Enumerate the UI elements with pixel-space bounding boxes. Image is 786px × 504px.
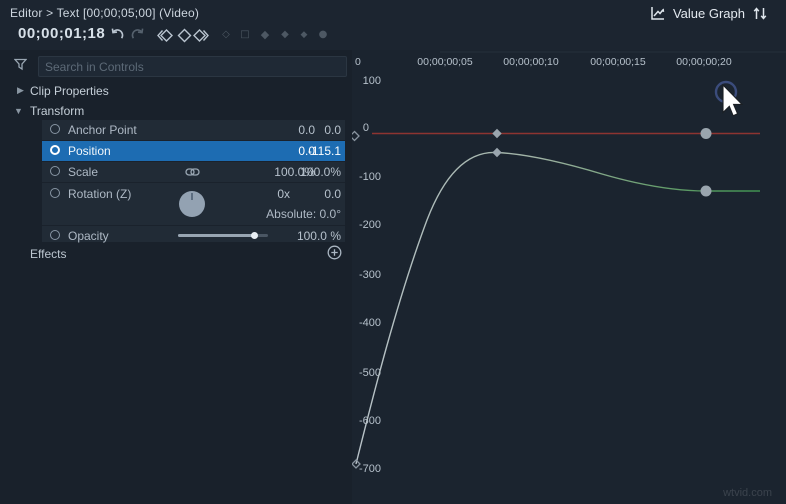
filter-icon[interactable] <box>14 58 27 71</box>
rotation-degrees-value[interactable]: 0.0 <box>324 187 341 201</box>
graph-canvas[interactable] <box>352 50 786 504</box>
section-label: Effects <box>30 247 67 261</box>
interp-square-icon[interactable]: □ <box>240 29 250 40</box>
rotation-absolute-value: Absolute: 0.0° <box>266 207 341 221</box>
current-timecode[interactable]: 00;00;01;18 <box>18 25 106 42</box>
property-label: Rotation (Z) <box>68 187 132 201</box>
redo-button[interactable] <box>129 26 147 44</box>
opacity-value[interactable]: 100.0 % <box>296 229 341 243</box>
rotation-turns-value[interactable]: 0x <box>277 187 290 201</box>
keyframe-toggle-icon[interactable] <box>50 230 60 240</box>
keyframe-circle-y2[interactable] <box>700 185 712 197</box>
position-x-value[interactable]: 0.0 <box>298 144 315 158</box>
value-tick: 100 <box>362 75 381 87</box>
keyframe-circle-x2[interactable] <box>700 128 712 139</box>
property-label: Scale <box>68 165 99 179</box>
keyframe-toggle-icon[interactable] <box>50 124 60 134</box>
opacity-slider[interactable] <box>178 232 268 239</box>
time-tick: 00;00;00;10 <box>503 56 559 68</box>
controls-panel: ▶ Clip Properties ▼ Transform Anchor Poi… <box>0 50 352 504</box>
curve-position-y <box>355 151 760 465</box>
value-graph-icon <box>651 7 665 20</box>
keyframe-toggle-icon[interactable] <box>50 188 60 198</box>
value-tick: -600 <box>358 415 381 427</box>
anchor-y-value[interactable]: 0.0 <box>324 123 341 137</box>
value-tick: -500 <box>358 367 381 379</box>
value-tick: -200 <box>358 219 381 231</box>
swap-vertical-icon[interactable] <box>752 5 768 22</box>
interp-filled-diamond-icon[interactable]: ◆ <box>260 28 270 41</box>
time-tick: 0 <box>355 56 361 68</box>
row-anchor-point[interactable]: Anchor Point 0.0 0.0 <box>42 120 345 141</box>
keyframe-toggle-icon[interactable] <box>50 145 60 155</box>
value-tick: -300 <box>358 269 381 281</box>
keyframe-diamond-x1[interactable] <box>492 128 502 139</box>
value-graph-toggle[interactable]: Value Graph <box>649 5 768 22</box>
next-keyframe-button[interactable] <box>193 26 211 44</box>
keyframe-hollow-diamond-x0[interactable] <box>352 130 360 142</box>
keyframe-toggle-icon[interactable] <box>50 166 60 176</box>
time-tick: 00;00;00;20 <box>676 56 732 68</box>
value-tick: 0 <box>362 122 369 134</box>
keyframe-diamond-y1[interactable] <box>492 147 502 158</box>
search-input[interactable] <box>38 56 347 77</box>
row-rotation[interactable]: Rotation (Z) 0x 0.0 Absolute: 0.0° <box>42 183 345 226</box>
transform-rows: Anchor Point 0.0 0.0 Position 0.0 -115.1… <box>42 120 345 243</box>
interp-diamond-icon[interactable]: ◇ <box>222 29 230 40</box>
add-keyframe-button[interactable] <box>175 26 193 44</box>
value-tick: -700 <box>358 463 381 475</box>
position-y-value[interactable]: -115.1 <box>307 144 341 158</box>
interp-diamond-tiny-icon[interactable]: ◆ <box>300 30 308 40</box>
previous-keyframe-button[interactable] <box>155 26 173 44</box>
time-tick: 00;00;00;15 <box>590 56 646 68</box>
keyframe-hollow-diamond-y0[interactable] <box>352 459 361 469</box>
anchor-x-value[interactable]: 0.0 <box>298 123 315 137</box>
property-label: Opacity <box>68 229 109 243</box>
value-graph-panel[interactable]: 0 00;00;00;05 00;00;00;10 00;00;00;15 00… <box>352 50 786 504</box>
value-tick: -100 <box>358 171 381 183</box>
breadcrumb[interactable]: Editor > Text [00;00;05;00] (Video) <box>10 6 200 20</box>
section-label: Clip Properties <box>30 84 109 98</box>
watermark: wtvid.com <box>723 487 772 499</box>
undo-button[interactable] <box>108 26 126 44</box>
add-effect-button[interactable] <box>327 245 342 260</box>
top-bar: Editor > Text [00;00;05;00] (Video) Valu… <box>0 0 786 50</box>
row-position-selected[interactable]: Position 0.0 -115.1 <box>42 141 345 162</box>
interp-diamond-small-icon[interactable]: ◆ <box>281 29 289 40</box>
section-clip-properties[interactable]: ▶ Clip Properties <box>0 82 352 102</box>
mouse-cursor <box>722 83 744 117</box>
row-scale[interactable]: Scale 100.0% 100.0% <box>42 162 345 183</box>
time-tick: 00;00;00;05 <box>417 56 473 68</box>
property-label: Anchor Point <box>68 123 137 137</box>
interp-circle-icon[interactable]: ● <box>318 29 328 40</box>
chevron-right-icon: ▶ <box>17 85 24 95</box>
property-label: Position <box>68 144 111 158</box>
rotation-dial[interactable] <box>179 191 205 217</box>
opacity-slider-knob[interactable] <box>251 232 258 239</box>
value-tick: -400 <box>358 317 381 329</box>
chevron-down-icon: ▼ <box>14 106 23 116</box>
section-transform[interactable]: ▼ Transform <box>0 102 352 122</box>
value-graph-label: Value Graph <box>672 6 745 21</box>
row-opacity[interactable]: Opacity 100.0 % <box>42 226 345 246</box>
section-label: Transform <box>30 104 85 118</box>
scale-x-value[interactable]: 100.0% <box>274 165 315 179</box>
scale-y-value[interactable]: 100.0% <box>300 165 341 179</box>
section-effects[interactable]: Effects <box>0 244 352 264</box>
opacity-slider-fill <box>178 234 255 237</box>
link-icon[interactable] <box>185 166 200 178</box>
